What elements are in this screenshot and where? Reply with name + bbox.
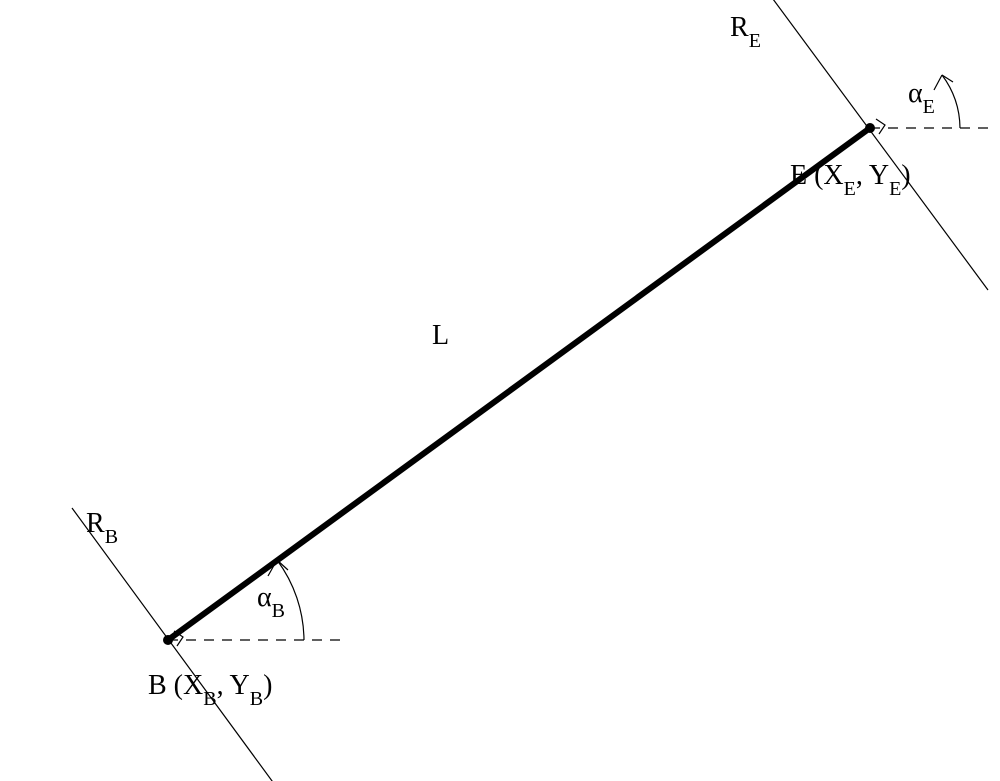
point-b-label: B (XB, YB) — [148, 670, 272, 707]
length-label: L — [432, 320, 449, 352]
alpha-b-label: αB — [257, 582, 285, 619]
diagram-svg — [0, 0, 1000, 781]
radius-e-label: RE — [730, 12, 761, 49]
alpha-e-label: αE — [908, 78, 935, 115]
radius-b-label: RB — [86, 508, 118, 545]
point-e-label: E (XE, YE) — [790, 160, 911, 197]
